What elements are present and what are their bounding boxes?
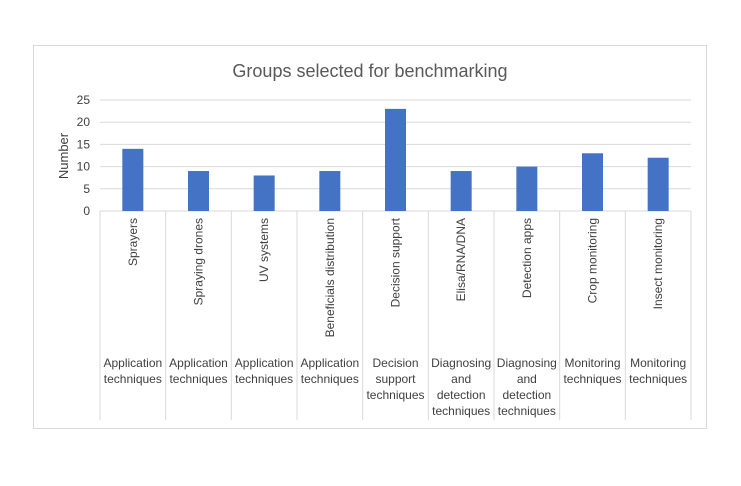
x-group-label: Application: [235, 356, 294, 370]
chart-frame: [33, 45, 707, 429]
x-group-label: techniques: [301, 372, 359, 386]
y-tick-label: 5: [83, 182, 90, 196]
y-tick-label: 0: [83, 204, 90, 218]
x-category-label: Insect monitoring: [651, 218, 665, 309]
y-tick-label: 20: [77, 115, 91, 129]
x-category-label: UV systems: [257, 218, 271, 282]
x-group-label: techniques: [104, 372, 162, 386]
x-group-label: Application: [169, 356, 228, 370]
x-category-label: Crop monitoring: [586, 218, 600, 303]
x-group-label: support: [375, 372, 416, 386]
x-category-label: Decision support: [389, 217, 403, 307]
x-axis-table: Sprayers Spraying drones UV systems Benefic…: [99, 211, 692, 420]
x-group-label: and: [517, 372, 537, 386]
y-tick-label: 15: [77, 137, 91, 151]
y-axis-ticks: 0 5 10 15 20 25: [77, 93, 91, 218]
x-group-label: techniques: [629, 372, 687, 386]
x-group-label: Diagnosing: [497, 356, 557, 370]
x-group-label: detection: [502, 388, 551, 402]
x-group-label: detection: [437, 388, 486, 402]
y-tick-label: 25: [77, 93, 91, 107]
x-category-label: Spraying drones: [192, 218, 206, 305]
bar: [122, 148, 144, 211]
x-group-label: Application: [103, 356, 162, 370]
x-category-label: Detection apps: [520, 218, 534, 298]
y-axis-label: Number: [56, 132, 71, 179]
bar: [385, 108, 406, 211]
x-group-label: Monitoring: [630, 356, 686, 370]
x-group-label: Diagnosing: [431, 356, 491, 370]
chart-title: Groups selected for benchmarking: [232, 61, 507, 81]
x-group-label: techniques: [432, 404, 490, 418]
x-group-label: techniques: [563, 372, 621, 386]
bars: [122, 108, 669, 211]
bar: [516, 166, 538, 211]
x-group-label: techniques: [169, 372, 227, 386]
x-category-label: Elisa/RNA/DNA: [454, 218, 468, 301]
x-group-label: and: [451, 372, 471, 386]
y-tick-label: 10: [77, 160, 91, 174]
bar: [188, 171, 209, 211]
bar: [253, 175, 275, 211]
x-group-label: techniques: [498, 404, 556, 418]
x-group-label: techniques: [366, 388, 424, 402]
x-group-label: Application: [300, 356, 359, 370]
x-group-label: Monitoring: [564, 356, 620, 370]
bar: [450, 171, 472, 211]
bar: [647, 157, 669, 211]
bar: [582, 153, 603, 211]
x-group-label: techniques: [235, 372, 293, 386]
x-category-label: Sprayers: [126, 218, 140, 266]
x-group-label: Decision: [372, 356, 418, 370]
bar: [319, 171, 341, 211]
x-category-label: Beneficials distribution: [323, 218, 337, 337]
